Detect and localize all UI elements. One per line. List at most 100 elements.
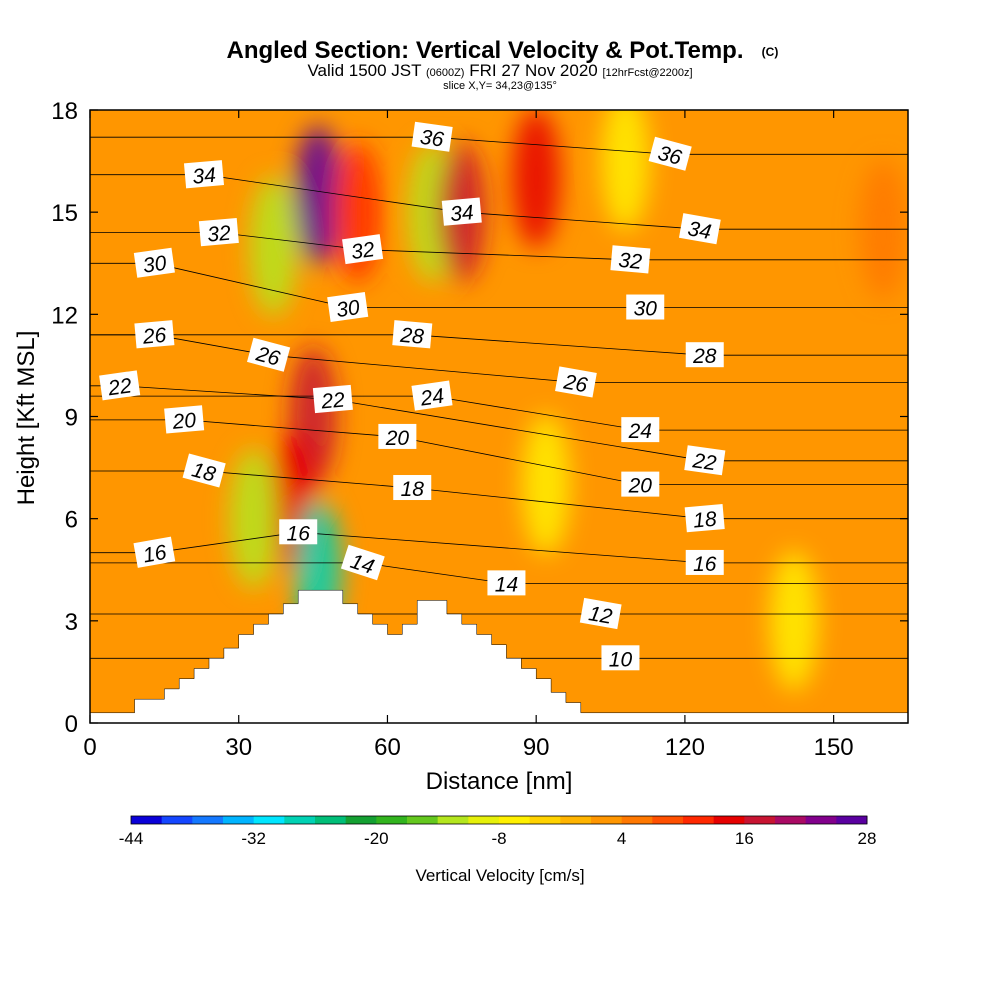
velocity-cell xyxy=(294,125,343,266)
colorbar-swatch xyxy=(345,816,377,824)
theta-label: 34 xyxy=(678,213,721,245)
theta-label-text: 30 xyxy=(335,296,362,322)
velocity-cell xyxy=(249,176,298,317)
theta-label: 30 xyxy=(133,247,175,278)
theta-label: 26 xyxy=(247,337,291,372)
theta-label-text: 16 xyxy=(693,553,717,576)
theta-label: 18 xyxy=(684,504,725,533)
colorbar-swatch xyxy=(284,816,316,824)
theta-label-box xyxy=(685,549,724,575)
x-tick-label: 60 xyxy=(374,734,401,761)
theta-label-text: 24 xyxy=(418,385,445,411)
theta-label: 24 xyxy=(411,380,453,411)
isentrope-14 xyxy=(90,562,908,584)
theta-label: 22 xyxy=(99,370,141,400)
vertical-velocity-field xyxy=(229,110,908,691)
velocity-cell xyxy=(601,110,650,232)
theta-label-box xyxy=(555,366,597,398)
theta-label: 32 xyxy=(198,217,239,247)
colorbar-tick-label: 28 xyxy=(858,829,877,848)
theta-label-box xyxy=(247,337,291,372)
y-tick-label: 6 xyxy=(65,507,78,534)
theta-label-box xyxy=(621,417,660,443)
theta-label: 20 xyxy=(164,405,205,434)
theta-label-box xyxy=(684,504,725,533)
colorbar-swatch xyxy=(529,816,561,824)
isentrope-28 xyxy=(90,334,908,356)
isentrope-24 xyxy=(90,395,908,431)
theta-label: 34 xyxy=(441,197,482,226)
colorbar-tick-label: 16 xyxy=(735,829,754,848)
y-tick-label: 3 xyxy=(65,609,78,636)
colorbar-swatch xyxy=(560,816,592,824)
colorbar-swatch xyxy=(407,816,439,824)
theta-label-text: 32 xyxy=(618,249,644,274)
theta-label-box xyxy=(327,292,369,323)
colorbar-swatch xyxy=(315,816,347,824)
x-tick-label: 30 xyxy=(225,734,252,761)
x-tick-label: 0 xyxy=(83,734,96,761)
theta-label: 24 xyxy=(621,417,660,443)
colorbar-swatch xyxy=(591,816,623,824)
theta-label-text: 18 xyxy=(692,508,718,533)
theta-label: 32 xyxy=(610,245,651,274)
theta-label: 30 xyxy=(626,294,665,321)
theta-label: 16 xyxy=(279,519,318,545)
theta-label-text: 28 xyxy=(692,345,717,368)
colorbar-swatch xyxy=(192,816,224,824)
colorbar-tick-label: 4 xyxy=(617,829,626,848)
colorbar-outline xyxy=(130,815,868,825)
theta-label-box xyxy=(392,320,433,349)
theta-label-box xyxy=(411,380,453,411)
theta-label-box xyxy=(342,234,384,265)
x-tick-label: 120 xyxy=(665,734,705,761)
colorbar-swatch xyxy=(836,816,868,824)
theta-label-text: 16 xyxy=(287,522,311,545)
velocity-cell xyxy=(769,550,818,691)
theta-label-text: 28 xyxy=(398,324,425,349)
theta-label-text: 16 xyxy=(141,541,168,568)
theta-label-text: 34 xyxy=(686,217,713,244)
theta-label-box xyxy=(183,160,224,189)
velocity-cell xyxy=(522,414,571,555)
isentrope-36 xyxy=(90,136,908,155)
colorbar-swatch xyxy=(713,816,745,824)
theta-label-text: 30 xyxy=(141,252,168,278)
theta-label-box xyxy=(626,294,665,320)
subtitle-utc-time: (0600Z) xyxy=(426,67,465,79)
theta-label-box xyxy=(579,597,622,630)
subtitle-valid-time: Valid 1500 JST xyxy=(307,61,421,80)
theta-label-box xyxy=(684,445,726,476)
colorbar-tick-label: -20 xyxy=(364,829,389,848)
theta-label-text: 26 xyxy=(141,324,168,349)
y-axis-label: Height [Kft MSL] xyxy=(13,331,40,506)
theta-label-text: 12 xyxy=(587,602,614,629)
theta-label-box xyxy=(279,519,318,545)
theta-label: 12 xyxy=(579,597,622,630)
theta-label: 20 xyxy=(621,471,660,498)
theta-label-text: 14 xyxy=(495,573,518,596)
colorbar-swatch xyxy=(468,816,500,824)
colorbar-swatch xyxy=(805,816,837,824)
velocity-cell xyxy=(512,110,561,249)
theta-label-text: 32 xyxy=(206,222,232,247)
theta-label-text: 26 xyxy=(561,370,589,397)
subtitle-forecast: [12hrFcst@2200z] xyxy=(602,67,692,79)
y-tick-label: 15 xyxy=(51,200,78,227)
plot-area: 34 32 30 26 22 20 18 16 26 22 30 32 16 14 36 34 28 24 20 18… xyxy=(90,110,908,723)
colorbar-swatch xyxy=(376,816,408,824)
title-copyright-mark: (C) xyxy=(762,45,779,59)
chart-title: Angled Section: Vertical Velocity & Pot.… xyxy=(226,37,743,64)
colorbar-swatch xyxy=(223,816,255,824)
y-tick-label: 12 xyxy=(51,302,78,329)
theta-label: 18 xyxy=(182,453,226,488)
theta-label-text: 22 xyxy=(690,449,718,475)
terrain xyxy=(90,589,908,723)
theta-label-box xyxy=(182,453,226,488)
theta-label-text: 30 xyxy=(634,298,658,321)
theta-label-text: 20 xyxy=(628,475,653,498)
theta-label-box xyxy=(411,121,453,152)
theta-label: 10 xyxy=(601,645,640,671)
